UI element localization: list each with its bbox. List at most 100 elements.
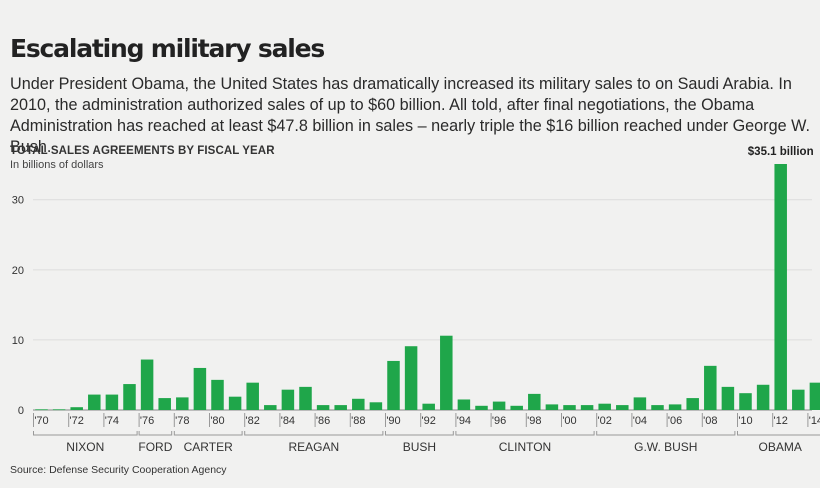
x-tick-label: '72 (70, 415, 84, 427)
era-bracket (455, 431, 595, 436)
bar-1998 (528, 393, 541, 410)
y-tick-label: 20 (12, 265, 24, 277)
bar-1970 (35, 409, 48, 411)
bar-2000 (563, 405, 576, 410)
bar-2013 (792, 389, 805, 410)
bar-2006 (668, 404, 682, 410)
x-tick-label: '70 (34, 415, 48, 427)
chart-subtitle: In billions of dollars (10, 159, 104, 171)
peak-annotation: $35.1 billion (748, 146, 814, 158)
bar-1991 (404, 346, 418, 410)
bar-1983 (264, 405, 277, 410)
bar-1996 (492, 401, 506, 410)
bar-1999 (545, 404, 559, 410)
x-tick-label: '84 (281, 415, 295, 427)
x-tick-label: '98 (527, 415, 541, 427)
era-bracket (596, 431, 736, 436)
era-label: BUSH (403, 440, 436, 454)
bar-1979 (193, 367, 207, 410)
era-clinton: CLINTON (455, 431, 595, 454)
era-bush: BUSH (385, 431, 454, 454)
y-tick-label: 10 (12, 335, 24, 347)
bar-1992 (422, 403, 435, 410)
source-note: Source: Defense Security Cooperation Age… (10, 464, 227, 476)
intro-paragraph: Under President Obama, the United States… (10, 75, 810, 156)
x-tick-label: '14 (809, 415, 820, 427)
bar-1986 (316, 405, 330, 410)
y-axis-ticks: 0 10 20 30 (12, 195, 24, 417)
x-tick-label: '12 (774, 415, 788, 427)
bar-2007 (686, 398, 699, 410)
bar-1974 (105, 394, 119, 410)
bar-2009 (721, 386, 735, 410)
bar-1990 (387, 360, 400, 410)
bar-2008 (704, 365, 717, 410)
era-bracket (138, 431, 173, 436)
x-tick-label: '00 (562, 415, 576, 427)
bar-1984 (281, 389, 295, 410)
bar-1997 (510, 405, 523, 410)
page-title: Escalating military sales (10, 34, 325, 63)
bar-1973 (88, 394, 101, 410)
bar-1976 (140, 359, 154, 410)
bar-2002 (598, 403, 611, 410)
y-tick-label: 30 (12, 195, 24, 207)
bar-2010 (739, 393, 752, 410)
x-tick-label: '10 (738, 415, 752, 427)
x-tick-label: '88 (351, 415, 365, 427)
era-label: OBAMA (759, 440, 802, 454)
bar-1988 (352, 398, 365, 410)
era-label: FORD (138, 440, 172, 454)
bar-1987 (334, 405, 347, 410)
bars (35, 164, 820, 411)
bar-1993 (440, 335, 453, 410)
x-tick-label: '78 (175, 415, 189, 427)
era-label: CLINTON (499, 440, 551, 454)
x-tick-label: '76 (140, 415, 154, 427)
bar-1975 (123, 384, 136, 410)
bar-2014 (809, 382, 820, 410)
annotations: $35.1 billion (748, 146, 814, 158)
bar-1980 (211, 379, 224, 410)
bar-1978 (176, 397, 189, 410)
era-obama: OBAMA (737, 431, 820, 454)
x-tick-label: '82 (246, 415, 260, 427)
chart-title: TOTAL SALES AGREEMENTS BY FISCAL YEAR (10, 145, 275, 157)
era-carter: CARTER (173, 431, 243, 454)
era-nixon: NIXON (33, 431, 138, 454)
bar-1994 (457, 399, 471, 410)
era-bracket (737, 431, 820, 436)
x-tick-label: '06 (668, 415, 682, 427)
bar-1989 (369, 402, 383, 410)
bar-2005 (651, 405, 664, 410)
bar-2011 (756, 384, 770, 410)
bar-2004 (633, 397, 647, 410)
bar-2003 (616, 405, 629, 410)
era-bracket (33, 431, 138, 436)
bar-1977 (158, 398, 171, 410)
era-bracket (244, 431, 384, 436)
y-tick-label: 0 (18, 405, 24, 417)
x-tick-label: '92 (422, 415, 436, 427)
x-tick-label: '96 (492, 415, 506, 427)
x-tick-label: '74 (105, 415, 119, 427)
x-tick-label: '90 (386, 415, 400, 427)
x-tick-label: '94 (457, 415, 471, 427)
bar-1972 (70, 407, 83, 410)
era-bracket (385, 431, 454, 436)
bar-1985 (299, 386, 312, 410)
x-tick-label: '02 (598, 415, 612, 427)
x-tick-label: '86 (316, 415, 330, 427)
presidential-eras: NIXON FORD CARTER REAGAN BUSH CLINTON G.W. BUS… (33, 431, 820, 454)
era-reagan: REAGAN (244, 431, 384, 454)
x-tick-label: '04 (633, 415, 647, 427)
era-g-w-bush: G.W. BUSH (596, 431, 736, 454)
x-axis-ticks: '70 '72 '74 '76 '78 '80 '82 '84 '86 '88 '90 '92 '94 '… (33, 413, 820, 427)
era-label: NIXON (66, 440, 104, 454)
bar-1971 (52, 409, 66, 411)
bar-1982 (246, 382, 259, 410)
x-tick-label: '80 (210, 415, 224, 427)
bar-2012 (774, 164, 787, 410)
era-ford: FORD (138, 431, 173, 454)
